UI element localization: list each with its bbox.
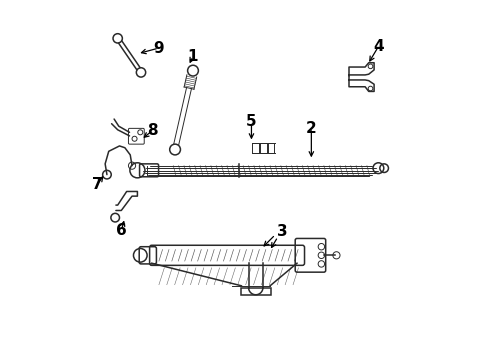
Text: 8: 8 — [147, 123, 158, 138]
Text: 5: 5 — [246, 114, 257, 129]
Text: 3: 3 — [277, 225, 288, 239]
Text: 6: 6 — [116, 224, 126, 238]
Text: 2: 2 — [306, 121, 317, 135]
Text: 1: 1 — [188, 49, 198, 64]
Text: 9: 9 — [154, 41, 164, 55]
Text: 7: 7 — [92, 177, 102, 192]
Text: 4: 4 — [373, 39, 384, 54]
